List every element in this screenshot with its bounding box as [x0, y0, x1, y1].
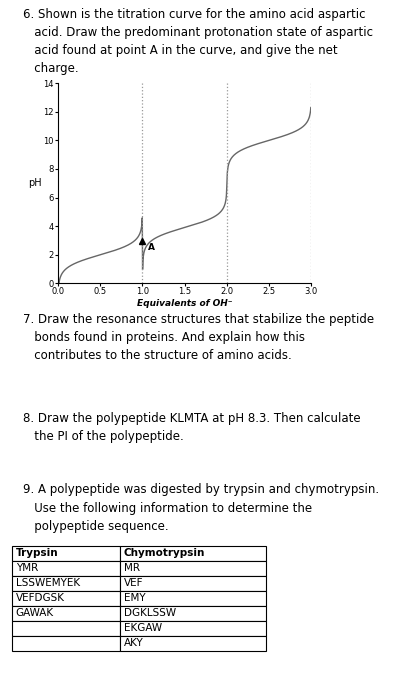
Text: A: A: [148, 242, 154, 251]
Text: LSSWEMYEK: LSSWEMYEK: [16, 578, 80, 588]
Text: contributes to the structure of amino acids.: contributes to the structure of amino ac…: [23, 349, 292, 362]
Text: acid found at point A in the curve, and give the net: acid found at point A in the curve, and …: [23, 44, 337, 57]
Text: charge.: charge.: [23, 62, 78, 75]
Text: VEFDGSK: VEFDGSK: [16, 593, 65, 603]
Text: AKY: AKY: [124, 638, 144, 648]
Text: VEF: VEF: [124, 578, 143, 588]
Text: GAWAK: GAWAK: [16, 608, 54, 618]
Text: Use the following information to determine the: Use the following information to determi…: [23, 501, 312, 514]
Text: EMY: EMY: [124, 593, 145, 603]
Text: polypeptide sequence.: polypeptide sequence.: [23, 520, 168, 533]
Text: YMR: YMR: [16, 563, 38, 573]
Text: acid. Draw the predominant protonation state of aspartic: acid. Draw the predominant protonation s…: [23, 26, 373, 39]
Text: MR: MR: [124, 563, 140, 573]
Text: the PI of the polypeptide.: the PI of the polypeptide.: [23, 430, 183, 443]
Text: Chymotrypsin: Chymotrypsin: [124, 548, 205, 558]
Text: bonds found in proteins. And explain how this: bonds found in proteins. And explain how…: [23, 332, 305, 345]
Text: DGKLSSW: DGKLSSW: [124, 608, 176, 618]
Text: 9. A polypeptide was digested by trypsin and chymotrypsin.: 9. A polypeptide was digested by trypsin…: [23, 484, 379, 497]
Text: EKGAW: EKGAW: [124, 623, 162, 633]
Text: Trypsin: Trypsin: [16, 548, 59, 558]
Text: 6. Shown is the titration curve for the amino acid aspartic: 6. Shown is the titration curve for the …: [23, 8, 365, 21]
Text: 7. Draw the resonance structures that stabilize the peptide: 7. Draw the resonance structures that st…: [23, 313, 374, 326]
X-axis label: Equivalents of OH⁻: Equivalents of OH⁻: [137, 299, 232, 308]
Y-axis label: pH: pH: [28, 178, 42, 188]
Text: 8. Draw the polypeptide KLMTA at pH 8.3. Then calculate: 8. Draw the polypeptide KLMTA at pH 8.3.…: [23, 412, 361, 425]
